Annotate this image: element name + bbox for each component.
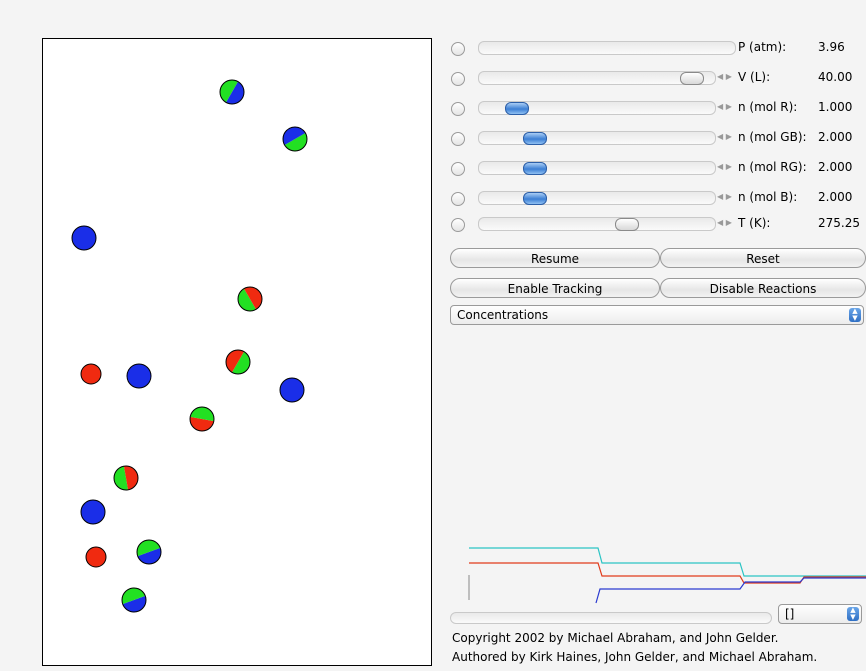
slider-arrows: ◀ ▶	[717, 218, 732, 227]
molecule	[72, 226, 96, 250]
radio-button[interactable]	[451, 192, 465, 206]
control-value: 2.000	[818, 190, 852, 204]
control-value: 275.25	[818, 216, 860, 230]
button[interactable]: Reset	[660, 248, 866, 268]
slider-track[interactable]	[478, 131, 716, 145]
molecule	[127, 364, 151, 388]
control-label: P (atm):	[738, 40, 786, 54]
control-value: 1.000	[818, 100, 852, 114]
slider-thumb[interactable]	[523, 192, 547, 205]
slider-thumb[interactable]	[523, 162, 547, 175]
slider-thumb[interactable]	[505, 102, 529, 115]
copyright-line: Copyright 2002 by Michael Abraham, and J…	[452, 629, 817, 648]
slider-arrows: ◀ ▶	[717, 72, 732, 81]
slider-arrows: ◀ ▶	[717, 132, 732, 141]
molecule	[81, 500, 105, 524]
graph-select-text: []	[785, 607, 794, 621]
molecule	[86, 547, 106, 567]
control-label: n (mol B):	[738, 190, 797, 204]
control-label: V (L):	[738, 70, 770, 84]
slider-track[interactable]	[478, 161, 716, 175]
control-value: 3.96	[818, 40, 845, 54]
radio-button[interactable]	[451, 42, 465, 56]
view-select[interactable]: Concentrations ▲▼	[450, 305, 864, 325]
radio-button[interactable]	[451, 162, 465, 176]
slider-track[interactable]	[478, 217, 716, 231]
time-slider[interactable]	[450, 612, 772, 624]
concentration-graph	[469, 548, 866, 603]
graph-select[interactable]: [] ▲▼	[778, 604, 862, 624]
page: {"controls": [ {"label": "P (atm):", "va…	[0, 0, 866, 671]
control-value: 2.000	[818, 160, 852, 174]
copyright-line: Authored by Kirk Haines, John Gelder, an…	[452, 648, 817, 667]
slider-thumb[interactable]	[523, 132, 547, 145]
button[interactable]: Disable Reactions	[660, 278, 866, 298]
simulation-canvas	[0, 0, 866, 671]
slider-arrows: ◀ ▶	[717, 162, 732, 171]
control-label: n (mol R):	[738, 100, 797, 114]
control-value: 40.00	[818, 70, 852, 84]
credits: Copyright 2002 by Michael Abraham, and J…	[452, 629, 817, 667]
slider-track[interactable]	[478, 191, 716, 205]
graph-line	[469, 548, 866, 576]
molecule	[81, 364, 101, 384]
control-value: 2.000	[818, 130, 852, 144]
graph-line	[596, 578, 866, 603]
control-label: n (mol RG):	[738, 160, 807, 174]
molecule	[280, 378, 304, 402]
slider-arrows: ◀ ▶	[717, 102, 732, 111]
view-select-text: Concentrations	[457, 308, 548, 322]
radio-button[interactable]	[451, 218, 465, 232]
slider-thumb[interactable]	[680, 72, 704, 85]
combo-arrow: ▲▼	[849, 308, 861, 322]
button[interactable]: Enable Tracking	[450, 278, 660, 298]
radio-button[interactable]	[451, 72, 465, 86]
radio-button[interactable]	[451, 102, 465, 116]
control-label: n (mol GB):	[738, 130, 807, 144]
control-label: T (K):	[738, 216, 770, 230]
slider-arrows: ◀ ▶	[717, 192, 732, 201]
button[interactable]: Resume	[450, 248, 660, 268]
slider-thumb[interactable]	[615, 218, 639, 231]
graph-line	[469, 563, 866, 583]
slider-track[interactable]	[478, 41, 736, 55]
combo-arrow: ▲▼	[847, 607, 859, 621]
radio-button[interactable]	[451, 132, 465, 146]
